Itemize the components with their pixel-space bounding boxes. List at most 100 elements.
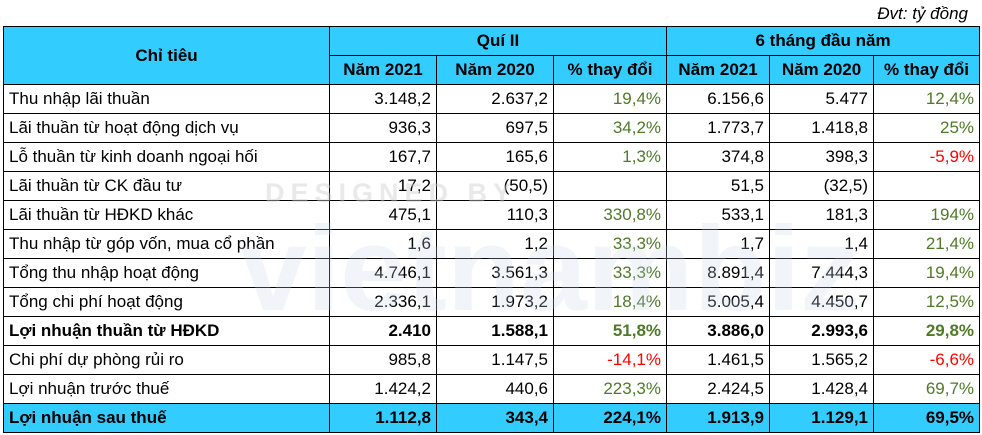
cell-h1-change: 19,4% — [873, 258, 981, 288]
cell-q2-2020: 343,4 — [436, 403, 554, 433]
cell-h1-2021: 2.424,5 — [666, 374, 771, 404]
table-row: Lỗ thuần từ kinh doanh ngoại hối 167,7 165… — [3, 142, 981, 172]
header-group-q2: Quí II — [328, 26, 668, 56]
cell-q2-change: 33,3% — [552, 229, 668, 259]
cell-h1-2020: 2.993,6 — [769, 316, 875, 346]
table-row: Lãi thuần từ CK đầu tư 17,2 (50,5) 51,5 (32,… — [3, 171, 981, 201]
cell-h1-change: -6,6% — [873, 345, 981, 375]
cell-h1-2021: 1.913,9 — [666, 403, 771, 433]
cell-h1-2020: 7.444,3 — [769, 258, 875, 288]
cell-q2-change — [552, 171, 668, 201]
row-label: Lợi nhuận thuần từ HĐKD — [3, 316, 330, 346]
cell-q2-2020: 440,6 — [436, 374, 554, 404]
cell-q2-2021: 475,1 — [329, 200, 437, 230]
cell-q2-change: 33,3% — [552, 258, 668, 288]
cell-h1-change: 25% — [873, 113, 981, 143]
cell-q2-2020: 697,5 — [436, 113, 554, 143]
cell-h1-change: -5,9% — [873, 142, 981, 172]
row-label: Lãi thuần từ HĐKD khác — [3, 200, 330, 230]
cell-q2-2020: (50,5) — [436, 171, 554, 201]
header-q2-change: % thay đổi — [552, 55, 668, 85]
cell-h1-2020: 1.565,2 — [769, 345, 875, 375]
row-label: Lãi thuần từ CK đầu tư — [3, 171, 330, 201]
cell-q2-2020: 2.637,2 — [436, 84, 554, 114]
cell-h1-2020: 1.129,1 — [769, 403, 875, 433]
cell-h1-change: 69,5% — [873, 403, 981, 433]
cell-q2-2020: 1.973,2 — [436, 287, 554, 317]
cell-q2-2020: 110,3 — [436, 200, 554, 230]
cell-h1-change — [873, 171, 981, 201]
cell-q2-2020: 3.561,3 — [436, 258, 554, 288]
cell-h1-2021: 374,8 — [666, 142, 771, 172]
table-row: Tổng chi phí hoạt động 2.336,1 1.973,2 18,4… — [3, 287, 981, 317]
cell-h1-2021: 3.886,0 — [666, 316, 771, 346]
cell-q2-change: 224,1% — [552, 403, 668, 433]
row-label: Lợi nhuận trước thuế — [3, 374, 330, 404]
table-row: Lợi nhuận sau thuế 1.112,8 343,4 224,1% 1.91… — [3, 403, 981, 433]
cell-h1-2020: 4.450,7 — [769, 287, 875, 317]
cell-h1-2020: 1,4 — [769, 229, 875, 259]
cell-h1-2021: 1,7 — [666, 229, 771, 259]
cell-h1-2020: 5.477 — [769, 84, 875, 114]
row-label: Lỗ thuần từ kinh doanh ngoại hối — [3, 142, 330, 172]
cell-h1-2021: 1.461,5 — [666, 345, 771, 375]
cell-h1-2021: 533,1 — [666, 200, 771, 230]
cell-q2-2021: 3.148,2 — [329, 84, 437, 114]
cell-h1-change: 69,7% — [873, 374, 981, 404]
cell-q2-change: -14,1% — [552, 345, 668, 375]
cell-q2-2021: 936,3 — [329, 113, 437, 143]
table-row: Lợi nhuận thuần từ HĐKD 2.410 1.588,1 51,8%… — [3, 316, 981, 346]
cell-q2-change: 1,3% — [552, 142, 668, 172]
cell-q2-2020: 1.588,1 — [436, 316, 554, 346]
cell-h1-2021: 5.005,4 — [666, 287, 771, 317]
cell-h1-2020: 181,3 — [769, 200, 875, 230]
cell-q2-change: 18,4% — [552, 287, 668, 317]
cell-h1-2021: 6.156,6 — [666, 84, 771, 114]
financial-table: Chỉ tiêu Quí II 6 tháng đầu năm Năm 2021… — [3, 26, 981, 433]
header-row-columns: Năm 2021 Năm 2020 % thay đổi Năm 2021 Nă… — [4, 55, 981, 85]
cell-q2-2020: 165,6 — [436, 142, 554, 172]
table-row: Chi phí dự phòng rủi ro 985,8 1.147,5 -14,1… — [3, 345, 981, 375]
cell-h1-2021: 8.891,4 — [666, 258, 771, 288]
table-row: Thu nhập lãi thuần 3.148,2 2.637,2 19,4% 6.1… — [3, 84, 981, 114]
header-q2-2021: Năm 2021 — [329, 55, 437, 85]
row-label: Tổng thu nhập hoạt động — [3, 258, 330, 288]
row-label: Tổng chi phí hoạt động — [3, 287, 330, 317]
cell-h1-2021: 51,5 — [666, 171, 771, 201]
row-label: Thu nhập lãi thuần — [3, 84, 330, 114]
header-indicator: Chỉ tiêu — [3, 26, 330, 85]
cell-h1-change: 194% — [873, 200, 981, 230]
cell-q2-change: 19,4% — [552, 84, 668, 114]
cell-h1-change: 29,8% — [873, 316, 981, 346]
header-h1-2021: Năm 2021 — [666, 55, 771, 85]
cell-q2-2021: 1.112,8 — [329, 403, 437, 433]
cell-q2-2021: 1.424,2 — [329, 374, 437, 404]
table-body: Thu nhập lãi thuần 3.148,2 2.637,2 19,4% 6.1… — [3, 84, 981, 433]
row-label: Thu nhập từ góp vốn, mua cổ phần — [3, 229, 330, 259]
row-label: Chi phí dự phòng rủi ro — [3, 345, 330, 375]
header-q2-2020: Năm 2020 — [436, 55, 554, 85]
cell-h1-change: 21,4% — [873, 229, 981, 259]
row-label: Lãi thuần từ hoạt động dịch vụ — [3, 113, 330, 143]
unit-note: Đvt: tỷ đồng — [877, 4, 968, 23]
cell-h1-change: 12,4% — [873, 84, 981, 114]
row-label: Lợi nhuận sau thuế — [3, 403, 330, 433]
cell-q2-change: 223,3% — [552, 374, 668, 404]
cell-q2-2020: 1.147,5 — [436, 345, 554, 375]
cell-q2-2021: 2.336,1 — [329, 287, 437, 317]
cell-h1-2020: 1.418,8 — [769, 113, 875, 143]
cell-q2-2021: 985,8 — [329, 345, 437, 375]
cell-q2-change: 330,8% — [552, 200, 668, 230]
header-row-groups: Chỉ tiêu Quí II 6 tháng đầu năm — [3, 26, 981, 85]
cell-h1-2020: (32,5) — [769, 171, 875, 201]
header-h1-2020: Năm 2020 — [769, 55, 875, 85]
cell-q2-change: 51,8% — [552, 316, 668, 346]
cell-q2-2021: 167,7 — [329, 142, 437, 172]
header-h1-change: % thay đổi — [873, 55, 981, 85]
cell-q2-change: 34,2% — [552, 113, 668, 143]
table-row: Lợi nhuận trước thuế 1.424,2 440,6 223,3% 2.… — [3, 374, 981, 404]
table-row: Tổng thu nhập hoạt động 4.746,1 3.561,3 33,… — [3, 258, 981, 288]
cell-q2-2021: 2.410 — [329, 316, 437, 346]
cell-q2-2021: 17,2 — [329, 171, 437, 201]
cell-h1-change: 12,5% — [873, 287, 981, 317]
